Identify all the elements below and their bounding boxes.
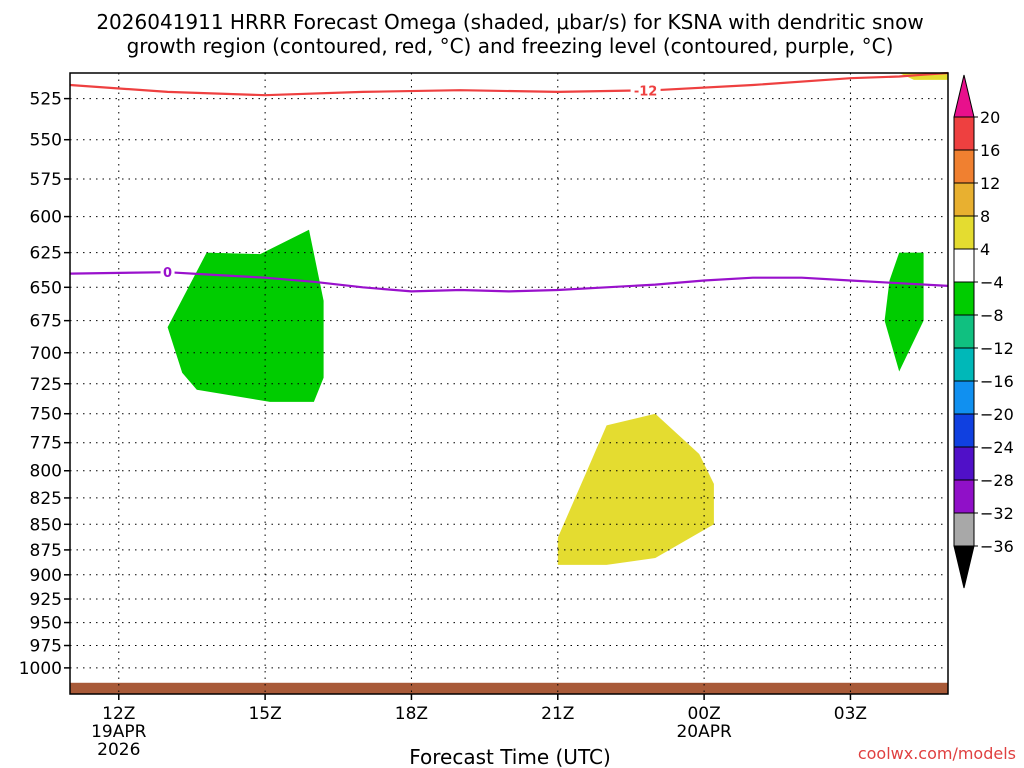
- colorbar-swatch: [953, 248, 975, 283]
- y-tick-label: 750: [30, 405, 62, 425]
- y-tick-label: 775: [30, 434, 62, 454]
- omega-shading: [167, 73, 948, 565]
- x-tick-label: 03Z: [834, 704, 867, 724]
- y-tick-label: 900: [30, 566, 62, 586]
- x-tick-label: 18Z: [395, 704, 428, 724]
- y-tick-label: 700: [30, 344, 62, 364]
- y-tick-label: 725: [30, 375, 62, 395]
- y-tick-label: 650: [30, 278, 62, 298]
- colorbar-tick-label: −24: [980, 438, 1014, 457]
- colorbar-swatch: [953, 116, 975, 151]
- colorbar-swatch: [953, 479, 975, 514]
- x-tick-label: 21Z: [541, 704, 574, 724]
- terrain: [70, 682, 948, 694]
- y-tick-label: 825: [30, 489, 62, 509]
- y-tick-label: 600: [30, 208, 62, 228]
- colorbar-swatch: [953, 182, 975, 217]
- colorbar-tick-label: −4: [980, 273, 1004, 292]
- y-axis: 525 550 575 600 625 650 675 700 725 750 775 800 825 8…: [19, 90, 70, 679]
- colorbar-tick-label: −32: [980, 504, 1014, 523]
- colorbar-tick-label: −28: [980, 471, 1014, 490]
- freezing-level-contour-label-bg: [160, 265, 175, 280]
- y-tick-label: 625: [30, 244, 62, 264]
- y-tick-label: 925: [30, 590, 62, 610]
- colorbar-tick-label: 8: [980, 207, 990, 226]
- colorbar-bottom-triangle: [953, 545, 975, 589]
- colorbar-swatch: [953, 413, 975, 448]
- y-tick-label: 800: [30, 462, 62, 482]
- colorbar: 20 16 12 8 4 −4 −8 −12 −16 −20 −24 −28 −32 −36: [953, 74, 1014, 589]
- omega-region-2: [557, 413, 714, 565]
- omega-region-1: [167, 229, 324, 402]
- chart-title-line2: growth region (contoured, red, °C) and f…: [127, 34, 894, 58]
- dendritic-snow-growth-contour: [69, 71, 949, 97]
- colorbar-swatch: [953, 314, 975, 349]
- x-tick-date: 19APR: [91, 722, 147, 742]
- chart-title-line1: 2026041911 HRRR Forecast Omega (shaded, …: [96, 10, 923, 34]
- freezing-level-contour-label: 0: [163, 266, 172, 281]
- colorbar-swatch: [953, 215, 975, 250]
- x-tick-date: 20APR: [676, 722, 732, 742]
- contour-lines: -12 0: [69, 71, 949, 293]
- colorbar-tick-label: 12: [980, 174, 1000, 193]
- x-tick-label: 00Z: [687, 704, 720, 724]
- dendritic-snow-growth-contour-label: -12: [634, 84, 658, 99]
- colorbar-tick-label: −16: [980, 372, 1014, 391]
- y-tick-label: 875: [30, 541, 62, 561]
- colorbar-tick-label: −20: [980, 405, 1014, 424]
- omega-region-3: [884, 252, 924, 372]
- x-tick-label: 15Z: [248, 704, 281, 724]
- y-tick-label: 525: [30, 90, 62, 110]
- x-tick-label: 12Z: [102, 704, 135, 724]
- colorbar-tick-label: 16: [980, 141, 1000, 160]
- terrain-fill: [70, 682, 948, 694]
- colorbar-tick-label: −36: [980, 537, 1014, 556]
- credit-text: coolwx.com/models: [858, 744, 1016, 763]
- freezing-level-contour: [69, 271, 949, 293]
- colorbar-swatch: [953, 149, 975, 184]
- colorbar-swatch: [953, 512, 975, 547]
- y-tick-label: 550: [30, 131, 62, 151]
- y-tick-label: 950: [30, 614, 62, 634]
- colorbar-swatch: [953, 380, 975, 415]
- colorbar-tick-label: 20: [980, 108, 1000, 127]
- colorbar-top-triangle: [953, 74, 975, 118]
- y-tick-label: 975: [30, 637, 62, 657]
- colorbar-swatch: [953, 446, 975, 481]
- colorbar-tick-label: 4: [980, 240, 990, 259]
- y-tick-label: 675: [30, 312, 62, 332]
- y-tick-label: 575: [30, 170, 62, 190]
- colorbar-swatch: [953, 347, 975, 382]
- x-tick-year: 2026: [97, 740, 140, 760]
- y-tick-label: 850: [30, 515, 62, 535]
- colorbar-tick-label: −8: [980, 306, 1004, 325]
- dendritic-snow-growth-contour-label-bg: [630, 83, 661, 98]
- y-tick-label: 1000: [19, 659, 62, 679]
- colorbar-tick-label: −12: [980, 339, 1014, 358]
- x-axis-label: Forecast Time (UTC): [409, 745, 611, 768]
- colorbar-swatch: [953, 281, 975, 316]
